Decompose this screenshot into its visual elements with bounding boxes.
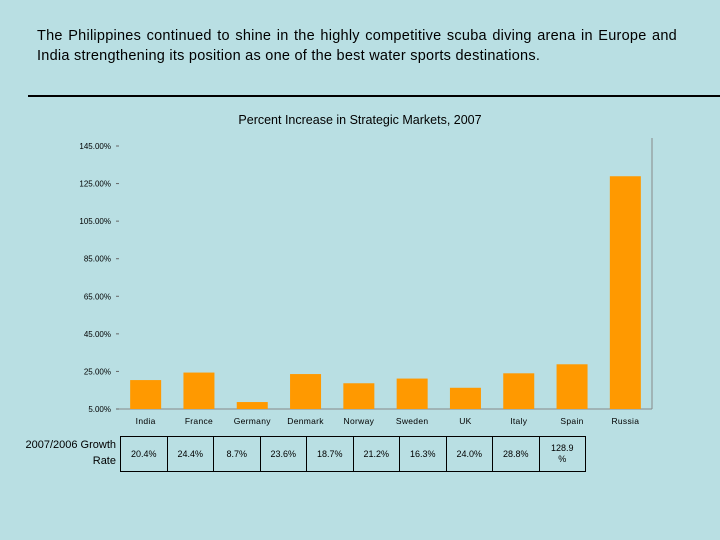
x-tick-label: Norway [344, 416, 375, 426]
x-tick-label: Sweden [396, 416, 429, 426]
bar-uk [449, 387, 481, 409]
table-cell-uk: 16.3% [399, 436, 447, 472]
chart-title: Percent Increase in Strategic Markets, 2… [238, 113, 482, 127]
bar-italy [503, 373, 535, 409]
table-cell-france: 24.4% [166, 436, 214, 472]
x-tick-label: France [185, 416, 213, 426]
x-tick-label: Spain [560, 416, 583, 426]
bar-denmark [290, 374, 322, 409]
bar-spain [556, 364, 588, 409]
y-tick-label: 85.00% [84, 255, 111, 264]
bar-norway [343, 383, 375, 409]
bar-india [130, 380, 162, 409]
table-row-label: 2007/2006 Growth Rate [25, 439, 116, 467]
y-tick-label: 45.00% [84, 330, 111, 339]
y-tick-label: 145.00% [79, 142, 111, 151]
x-tick-label: Russia [611, 416, 639, 426]
table-row: 20.4% 24.4% 8.7% 23.6% 18.7% 21.2% 16.3%… [120, 436, 586, 472]
table-cell-italy: 24.0% [445, 436, 493, 472]
x-tick-label: Italy [510, 416, 528, 426]
y-tick-label: 105.00% [79, 217, 111, 226]
table-cell-russia: 128.9 % [538, 436, 586, 472]
table-cell-spain: 28.8% [492, 436, 540, 472]
x-tick-label: Denmark [287, 416, 324, 426]
growth-rate-table: 20.4% 24.4% 8.7% 23.6% 18.7% 21.2% 16.3%… [120, 436, 586, 472]
y-tick-label: 65.00% [84, 292, 111, 301]
bar-germany [236, 402, 268, 409]
table-cell-germany: 8.7% [213, 436, 261, 472]
y-tick-label: 25.00% [84, 367, 111, 376]
x-tick-label: Germany [234, 416, 272, 426]
table-cell-sweden: 21.2% [352, 436, 400, 472]
title-divider [28, 95, 720, 97]
bar-sweden [396, 378, 428, 409]
slide-headline: The Philippines continued to shine in th… [37, 28, 677, 64]
table-cell-norway: 18.7% [306, 436, 354, 472]
bar-russia [609, 176, 641, 409]
y-tick-label: 125.00% [79, 180, 111, 189]
y-tick-label: 5.00% [88, 405, 111, 414]
bar-france [183, 372, 215, 409]
x-tick-label: UK [459, 416, 471, 426]
x-tick-label: India [136, 416, 156, 426]
table-cell-india: 20.4% [120, 436, 168, 472]
table-cell-denmark: 23.6% [259, 436, 307, 472]
